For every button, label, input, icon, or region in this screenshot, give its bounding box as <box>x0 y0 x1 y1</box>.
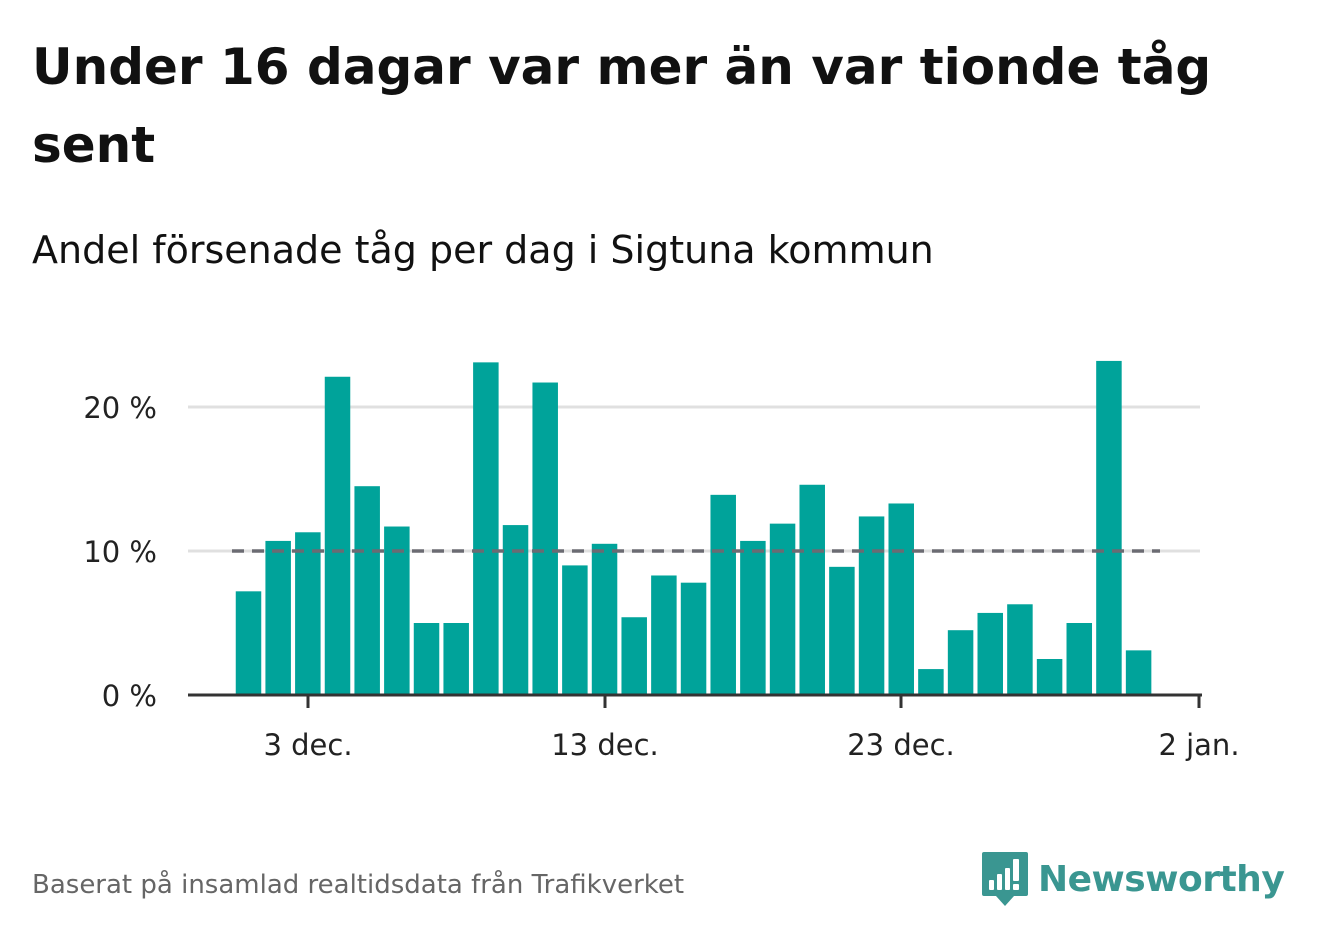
bar <box>829 566 855 695</box>
brand-logo[interactable]: Newsworthy <box>980 850 1285 908</box>
y-axis-labels: 0 % 10 % 20 % <box>83 391 157 713</box>
bar <box>473 362 499 695</box>
bar <box>1096 360 1122 695</box>
bar <box>651 575 677 695</box>
y-tick-label: 20 % <box>83 391 157 425</box>
bar <box>918 669 944 695</box>
y-tick-label: 10 % <box>83 535 157 569</box>
bar <box>562 565 588 695</box>
bar <box>888 503 914 695</box>
bar <box>443 623 469 695</box>
bar <box>1066 623 1093 695</box>
bar <box>413 623 440 695</box>
bar <box>977 612 1003 695</box>
source-note: Baserat på insamlad realtidsdata från Tr… <box>32 870 685 900</box>
bar <box>591 543 618 695</box>
bar <box>384 526 410 695</box>
x-tick-label: 2 jan. <box>1158 728 1239 762</box>
y-tick-label: 0 % <box>102 679 157 713</box>
chart-title: Under 16 dagar var mer än var tionde tåg… <box>32 38 1212 174</box>
bar <box>1036 659 1063 695</box>
bar <box>295 532 321 695</box>
bar <box>354 486 380 695</box>
x-tick-label: 23 dec. <box>847 728 955 762</box>
bar <box>740 540 766 695</box>
x-axis <box>188 693 1202 708</box>
x-tick-label: 13 dec. <box>551 728 659 762</box>
bar-chart: 0 % 10 % 20 % 3 dec. 13 dec. 23 dec. 2 jan. <box>83 360 1240 762</box>
bar <box>710 494 736 695</box>
bar <box>858 516 885 695</box>
bars <box>235 360 1152 695</box>
bar <box>621 617 647 695</box>
chart-subtitle: Andel försenade tåg per dag i Sigtuna ko… <box>32 228 934 272</box>
bar <box>324 376 351 695</box>
brand-name: Newsworthy <box>1038 858 1285 900</box>
bar <box>799 484 825 695</box>
x-tick-label: 3 dec. <box>263 728 352 762</box>
bar <box>502 525 529 695</box>
x-axis-labels: 3 dec. 13 dec. 23 dec. 2 jan. <box>263 728 1239 762</box>
bar <box>680 582 707 695</box>
bar <box>1125 650 1152 695</box>
newsworthy-logo-icon <box>982 852 1028 906</box>
bar <box>947 630 974 695</box>
bar <box>1007 604 1033 695</box>
bar <box>235 591 262 695</box>
bar <box>532 382 558 695</box>
bar <box>265 540 291 695</box>
